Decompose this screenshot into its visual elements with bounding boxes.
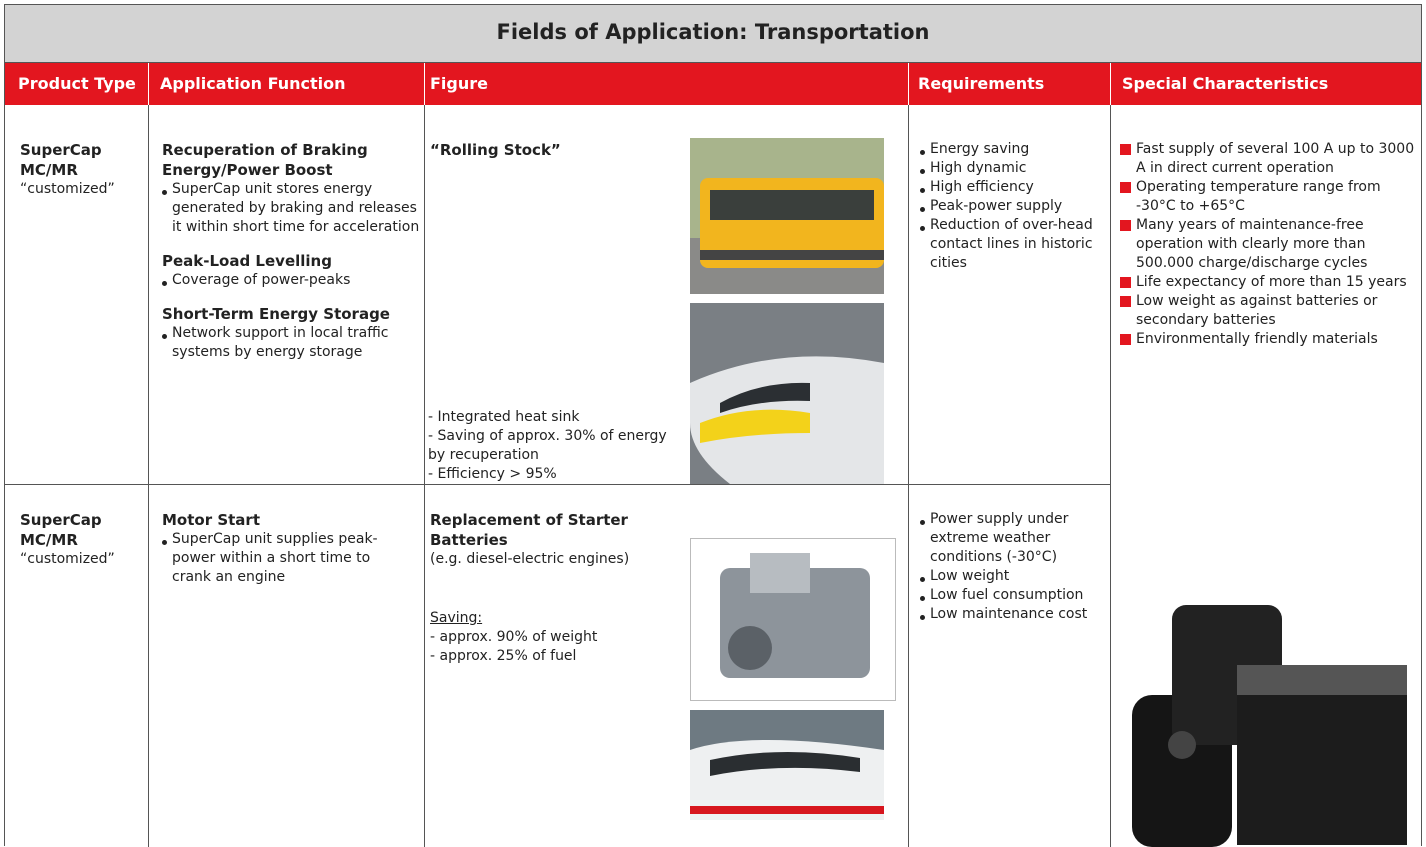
function-heading: Recuperation of Braking Energy/Power Boo…: [162, 141, 368, 179]
characteristic: Environmentally friendly materials: [1120, 330, 1418, 349]
figure-note: - Integrated heat sink: [428, 409, 580, 425]
header-cell: Requirements: [918, 74, 1045, 93]
function-heading: Short-Term Energy Storage: [162, 305, 390, 323]
requirements-cell: Power supply under extreme weather condi…: [920, 510, 1106, 624]
function-bullet: SuperCap unit supplies peak-power within…: [162, 530, 412, 587]
divider: [1110, 63, 1111, 105]
characteristic: Many years of maintenance-free operation…: [1120, 216, 1418, 273]
function-bullet: Network support in local traffic systems…: [162, 324, 420, 362]
requirements-cell: Energy saving High dynamic High efficien…: [920, 140, 1106, 273]
product-note: “customized”: [20, 181, 115, 197]
characteristic: Low weight as against batteries or secon…: [1120, 292, 1418, 330]
saving-label: Saving:: [430, 610, 483, 626]
divider: [424, 63, 425, 105]
product-name: MC/MR: [20, 161, 78, 179]
characteristic: Operating temperature range from -30°C t…: [1120, 178, 1418, 216]
requirement: Reduction of over-head contact lines in …: [920, 216, 1106, 273]
figure-cell: Replacement of Starter Batteries (e.g. d…: [430, 510, 680, 666]
product-name: SuperCap: [20, 141, 102, 159]
product-cell: SuperCap MC/MR “customized”: [20, 510, 144, 569]
tram-image: [690, 138, 884, 294]
figure-note: - Saving of approx. 30% of energy by rec…: [428, 428, 667, 463]
requirement: Low maintenance cost: [920, 605, 1106, 624]
requirement: Power supply under extreme weather condi…: [920, 510, 1106, 567]
function-bullet: Coverage of power-peaks: [162, 271, 420, 290]
function-heading: Peak-Load Levelling: [162, 252, 332, 270]
table-title: Fields of Application: Transportation: [496, 20, 930, 44]
requirement: High dynamic: [920, 159, 1106, 178]
divider: [424, 105, 425, 847]
function-heading: Motor Start: [162, 511, 260, 529]
function-cell: Motor Start SuperCap unit supplies peak-…: [162, 510, 412, 587]
product-name: SuperCap: [20, 511, 102, 529]
engine-image: [690, 538, 896, 701]
requirement: Low fuel consumption: [920, 586, 1106, 605]
figure-note: - Efficiency > 95%: [428, 466, 557, 482]
product-note: “customized”: [20, 551, 115, 567]
function-cell: Recuperation of Braking Energy/Power Boo…: [162, 140, 420, 362]
header-cell: Application Function: [160, 74, 346, 93]
supercap-image: [1112, 595, 1420, 847]
figure-heading: “Rolling Stock”: [430, 141, 561, 159]
figure-subheading: (e.g. diesel-electric engines): [430, 551, 630, 567]
title-bar: [5, 5, 1421, 63]
function-bullet: SuperCap unit stores energy generated by…: [162, 180, 420, 237]
divider: [1110, 105, 1111, 847]
divider: [148, 105, 149, 847]
header-cell: Special Characteristics: [1122, 74, 1329, 93]
requirement: Peak-power supply: [920, 197, 1106, 216]
header-cell: Product Type: [18, 74, 136, 93]
figure-note: - approx. 25% of fuel: [430, 648, 577, 664]
figure-heading: Replacement of Starter Batteries: [430, 511, 628, 549]
header-row: [5, 63, 1421, 105]
requirement: High efficiency: [920, 178, 1106, 197]
characteristic: Fast supply of several 100 A up to 3000 …: [1120, 140, 1418, 178]
figure-notes: - Integrated heat sink - Saving of appro…: [428, 408, 668, 484]
train-image: [690, 303, 884, 484]
characteristic: Life expectancy of more than 15 years: [1120, 273, 1418, 292]
figure-note: - approx. 90% of weight: [430, 629, 598, 645]
requirement: Low weight: [920, 567, 1106, 586]
special-cell: Fast supply of several 100 A up to 3000 …: [1120, 140, 1418, 349]
product-cell: SuperCap MC/MR “customized”: [20, 140, 144, 199]
product-name: MC/MR: [20, 531, 78, 549]
table-frame: [4, 4, 1422, 846]
requirement: Energy saving: [920, 140, 1106, 159]
header-cell: Figure: [430, 74, 488, 93]
divider: [908, 63, 909, 105]
ice-train-image: [690, 710, 884, 820]
divider: [908, 105, 909, 847]
row-divider: [5, 484, 1110, 485]
